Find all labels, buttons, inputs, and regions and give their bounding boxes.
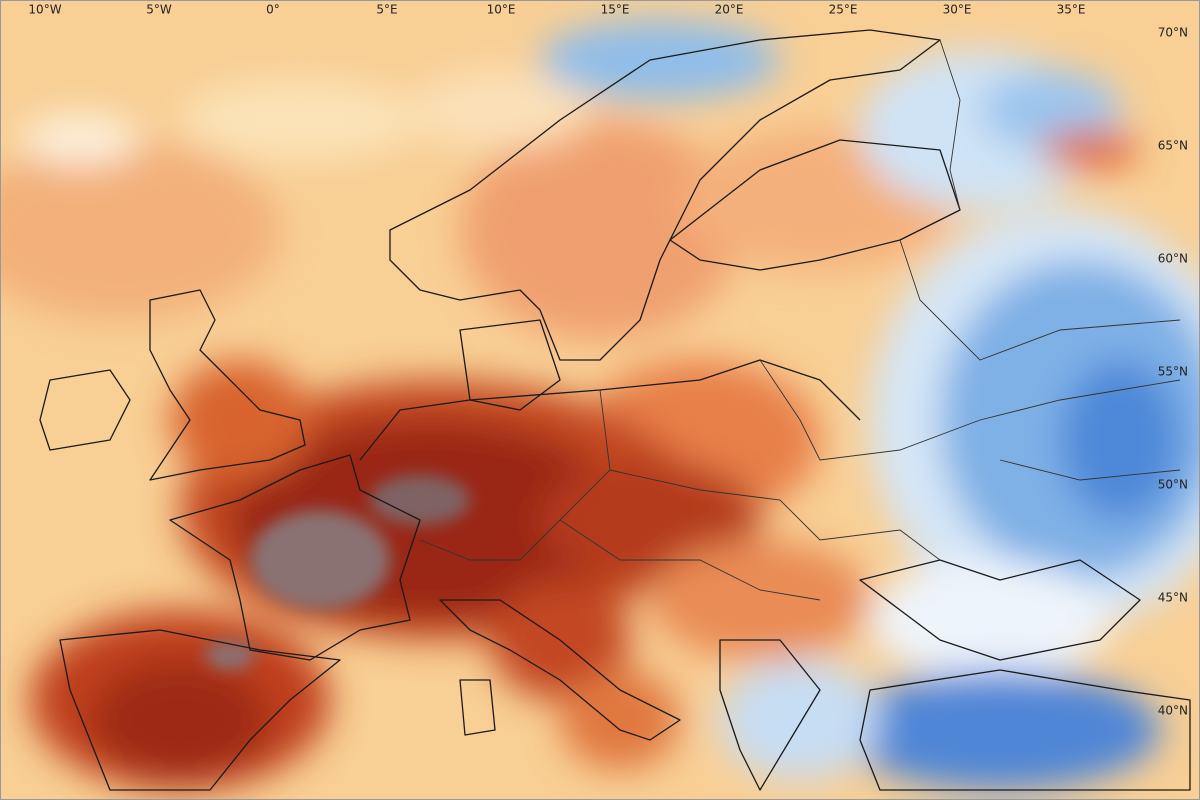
longitude-label: 5°E — [376, 3, 397, 17]
latitude-label: 50°N — [1158, 478, 1188, 492]
latitude-label: 60°N — [1158, 252, 1188, 266]
latitude-label: 40°N — [1158, 704, 1188, 718]
latitude-label: 55°N — [1158, 365, 1188, 379]
hot-core — [205, 475, 470, 670]
borders — [419, 39, 1181, 601]
longitude-label: 35°E — [1057, 3, 1086, 17]
graticule-labels: 10°W 5°W 0° 5°E 10°E 15°E 20°E 25°E 30°E 35°E 70°N… — [28, 3, 1188, 718]
longitude-label: 15°E — [601, 3, 630, 17]
longitude-label: 5°W — [146, 3, 172, 17]
latitude-label: 70°N — [1158, 26, 1188, 40]
longitude-label: 0° — [266, 3, 280, 17]
longitude-label: 25°E — [829, 3, 858, 17]
longitude-label: 30°E — [943, 3, 972, 17]
longitude-label: 20°E — [715, 3, 744, 17]
longitude-label: 10°E — [487, 3, 516, 17]
latitude-label: 65°N — [1158, 139, 1188, 153]
latitude-label: 45°N — [1158, 591, 1188, 605]
longitude-label: 10°W — [28, 3, 61, 17]
coastlines — [39, 29, 1191, 791]
